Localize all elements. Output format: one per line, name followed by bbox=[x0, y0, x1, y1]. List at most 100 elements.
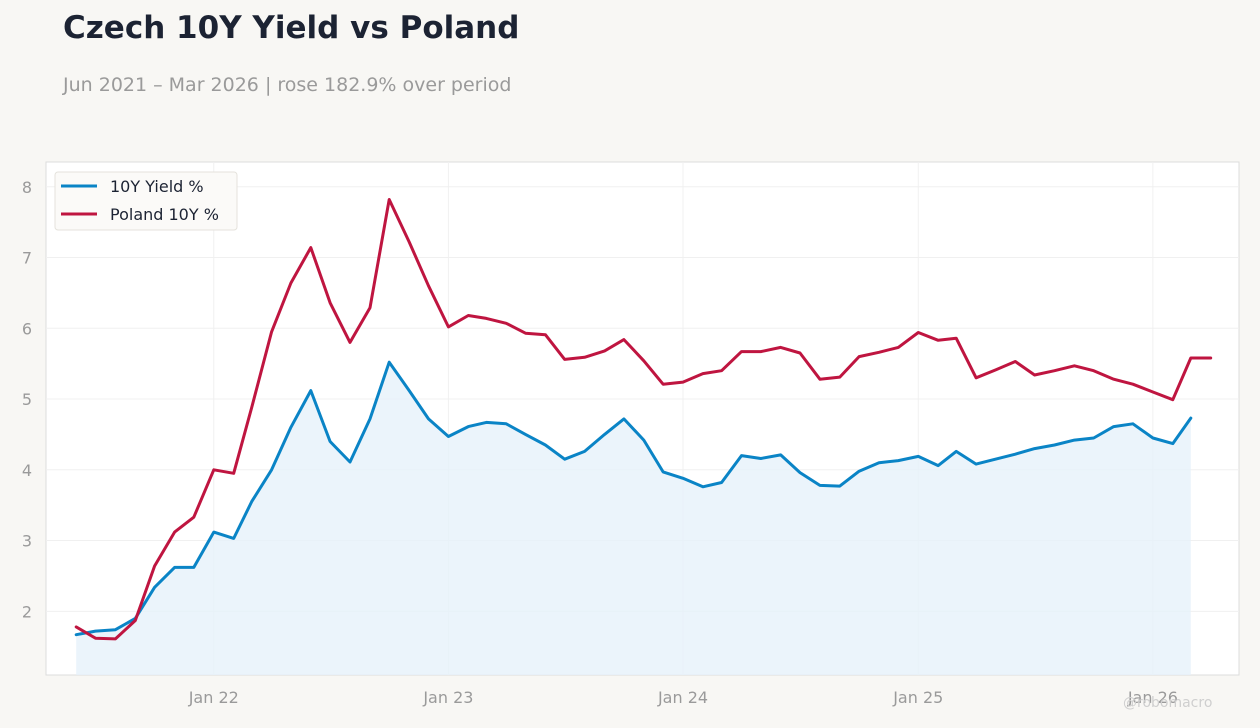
data-point bbox=[799, 471, 801, 473]
data-point bbox=[1190, 357, 1192, 359]
legend: 10Y Yield % Poland 10Y % bbox=[54, 171, 238, 231]
data-point bbox=[917, 331, 919, 333]
data-point bbox=[408, 389, 410, 391]
data-point bbox=[897, 346, 899, 348]
data-point bbox=[994, 458, 996, 460]
data-point bbox=[388, 198, 390, 200]
chart-subtitle: Jun 2021 – Mar 2026 | rose 182.9% over p… bbox=[63, 74, 512, 96]
data-point bbox=[1014, 360, 1016, 362]
data-point bbox=[1113, 378, 1115, 380]
data-point bbox=[114, 629, 116, 631]
data-point bbox=[994, 369, 996, 371]
data-point bbox=[467, 314, 469, 316]
y-tick-label: 4 bbox=[22, 461, 32, 480]
data-point bbox=[193, 516, 195, 518]
data-point bbox=[858, 470, 860, 472]
data-point bbox=[799, 352, 801, 354]
data-point bbox=[447, 435, 449, 437]
data-point bbox=[134, 619, 136, 621]
x-tick-label: Jan 22 bbox=[188, 688, 239, 707]
data-point bbox=[251, 406, 253, 408]
data-point bbox=[505, 423, 507, 425]
data-point bbox=[623, 418, 625, 420]
x-axis: Jan 22 Jan 23 Jan 24 Jan 25 Jan 26 bbox=[188, 688, 1178, 707]
data-point bbox=[485, 317, 487, 319]
data-point bbox=[1190, 417, 1192, 419]
x-tick-label: Jan 25 bbox=[892, 688, 943, 707]
y-tick-label: 8 bbox=[22, 178, 32, 197]
data-point bbox=[917, 455, 919, 457]
data-point bbox=[975, 463, 977, 465]
data-point bbox=[349, 461, 351, 463]
data-point bbox=[760, 350, 762, 352]
data-point bbox=[975, 377, 977, 379]
legend-box bbox=[54, 171, 238, 231]
data-point bbox=[662, 471, 664, 473]
data-point bbox=[94, 637, 96, 639]
data-point bbox=[643, 439, 645, 441]
data-point bbox=[447, 326, 449, 328]
data-point bbox=[369, 307, 371, 309]
y-tick-label: 6 bbox=[22, 319, 32, 338]
data-point bbox=[173, 566, 175, 568]
series-area-fill bbox=[76, 362, 1191, 675]
data-point bbox=[1093, 370, 1095, 372]
data-point bbox=[720, 370, 722, 372]
data-point bbox=[213, 531, 215, 533]
data-point bbox=[1014, 453, 1016, 455]
data-point bbox=[349, 341, 351, 343]
data-point bbox=[702, 372, 704, 374]
data-point bbox=[485, 421, 487, 423]
data-point bbox=[193, 566, 195, 568]
y-tick-label: 7 bbox=[22, 249, 32, 268]
data-point bbox=[603, 433, 605, 435]
data-point bbox=[1172, 442, 1174, 444]
y-axis: 2 3 4 5 6 7 8 bbox=[22, 178, 32, 622]
chart-title: Czech 10Y Yield vs Poland bbox=[63, 10, 520, 46]
data-point bbox=[427, 418, 429, 420]
data-point bbox=[1210, 357, 1212, 359]
data-point bbox=[819, 378, 821, 380]
data-point bbox=[213, 469, 215, 471]
data-point bbox=[682, 381, 684, 383]
x-tick-label: Jan 24 bbox=[657, 688, 708, 707]
data-point bbox=[702, 486, 704, 488]
data-point bbox=[1172, 399, 1174, 401]
data-point bbox=[544, 334, 546, 336]
data-point bbox=[937, 339, 939, 341]
data-point bbox=[1073, 365, 1075, 367]
data-point bbox=[583, 356, 585, 358]
data-point bbox=[1152, 391, 1154, 393]
data-point bbox=[1073, 439, 1075, 441]
data-point bbox=[740, 350, 742, 352]
series-line-2 bbox=[74, 198, 1213, 641]
data-point bbox=[780, 346, 782, 348]
data-point bbox=[839, 376, 841, 378]
data-point bbox=[75, 634, 77, 636]
data-point bbox=[251, 500, 253, 502]
data-point bbox=[1053, 444, 1055, 446]
data-point bbox=[329, 302, 331, 304]
data-point bbox=[878, 462, 880, 464]
data-point bbox=[819, 484, 821, 486]
data-point bbox=[662, 383, 664, 385]
y-tick-label: 3 bbox=[22, 532, 32, 551]
data-point bbox=[467, 425, 469, 427]
data-point bbox=[310, 246, 312, 248]
data-point bbox=[1093, 437, 1095, 439]
data-point bbox=[1033, 374, 1035, 376]
data-point bbox=[564, 358, 566, 360]
data-point bbox=[427, 285, 429, 287]
data-point bbox=[1033, 447, 1035, 449]
data-point bbox=[1152, 437, 1154, 439]
data-point bbox=[114, 638, 116, 640]
x-tick-label: Jan 26 bbox=[1127, 688, 1178, 707]
y-tick-label: 2 bbox=[22, 602, 32, 621]
data-point bbox=[153, 586, 155, 588]
data-point bbox=[1132, 383, 1134, 385]
data-point bbox=[643, 360, 645, 362]
data-point bbox=[1132, 423, 1134, 425]
data-point bbox=[583, 450, 585, 452]
x-tick-label: Jan 23 bbox=[422, 688, 473, 707]
